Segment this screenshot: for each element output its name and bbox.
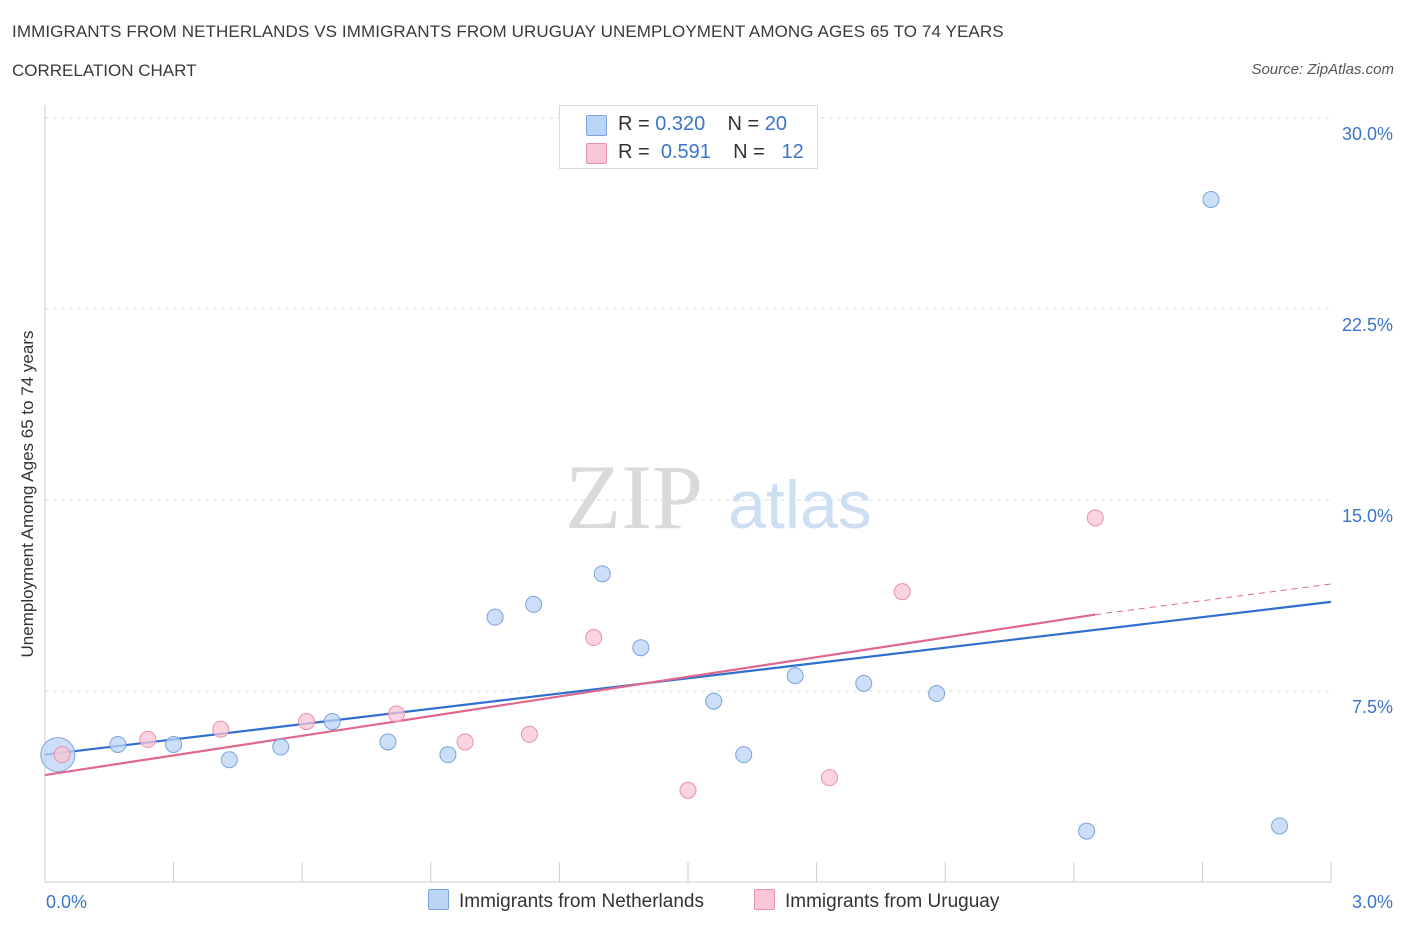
uruguay-legend-label: Immigrants from Uruguay (785, 891, 1000, 912)
tick-label-layer: 7.5% 15.0% 22.5% 30.0% 0.0% 3.0% (46, 124, 1393, 912)
trend-layer (44, 583, 1332, 777)
netherlands-point (632, 639, 650, 657)
uruguay-point (139, 730, 157, 748)
source-label: Source: ZipAtlas.com (1251, 61, 1394, 78)
netherlands-point (165, 735, 183, 753)
y-axis-label: Unemployment Among Ages 65 to 74 years (18, 330, 37, 658)
axis-layer (44, 105, 1332, 883)
netherlands-point (525, 595, 543, 613)
uruguay-trend-extension (1095, 583, 1332, 616)
uruguay-legend-swatch (754, 889, 775, 910)
legend-n-label: N = (727, 113, 765, 135)
uruguay-point (212, 720, 230, 738)
netherlands-swatch (586, 115, 607, 136)
netherlands-point (593, 565, 611, 583)
netherlands-point (272, 738, 290, 756)
netherlands-point (735, 746, 753, 764)
netherlands-point (109, 735, 127, 753)
netherlands-point (1271, 817, 1289, 835)
legend-r-value: 0.591 (660, 141, 711, 163)
netherlands-point (705, 692, 723, 710)
netherlands-point (928, 685, 946, 703)
netherlands-point (323, 713, 341, 731)
netherlands-point (1078, 822, 1096, 840)
uruguay-point (820, 769, 838, 787)
netherlands-trend-line (44, 600, 1332, 756)
chart-subtitle: CORRELATION CHART (12, 61, 197, 80)
y-tick-label: 15.0% (1342, 506, 1393, 526)
uruguay-point (585, 629, 603, 647)
legend-n-label: N = (733, 141, 771, 163)
legend-n-value: 20 (764, 113, 788, 135)
x-tick-label: 0.0% (46, 892, 87, 912)
uruguay-point (297, 713, 315, 731)
legend-r-label: R = (618, 141, 656, 163)
chart-title: IMMIGRANTS FROM NETHERLANDS VS IMMIGRANT… (12, 22, 1004, 41)
legend-item-uruguay: Immigrants from Uruguay (754, 889, 999, 913)
uruguay-point (456, 733, 474, 751)
watermark-atlas: atlas (728, 467, 872, 543)
grid-layer (45, 117, 1331, 692)
point-layer (40, 190, 1289, 840)
netherlands-legend-swatch (428, 889, 449, 910)
uruguay-point (520, 725, 538, 743)
y-tick-label: 7.5% (1352, 697, 1393, 717)
y-tick-label: 30.0% (1342, 124, 1393, 144)
watermark-zip: ZIP (565, 446, 703, 548)
netherlands-point (786, 667, 804, 685)
uruguay-point (388, 705, 406, 723)
uruguay-swatch (586, 143, 607, 164)
netherlands-legend-label: Immigrants from Netherlands (459, 891, 704, 912)
netherlands-point (439, 746, 457, 764)
uruguay-point (1086, 509, 1104, 527)
netherlands-point (486, 608, 504, 626)
uruguay-point (893, 583, 911, 601)
netherlands-point (1202, 190, 1220, 208)
stats-legend: R = 0.320 N = 20 R = 0.591 N = 12 (559, 105, 818, 169)
uruguay-trend-line (44, 613, 1096, 777)
legend-n-value: 12 (781, 141, 804, 163)
watermark: ZIP atlas (565, 446, 872, 548)
x-tick-label: 3.0% (1352, 892, 1393, 912)
uruguay-point (53, 746, 71, 764)
uruguay-point (679, 781, 697, 799)
legend-r-label: R = (618, 113, 656, 135)
legend-item-netherlands: Immigrants from Netherlands (428, 889, 704, 913)
netherlands-point (220, 751, 238, 769)
netherlands-point (855, 674, 873, 692)
y-tick-label: 22.5% (1342, 315, 1393, 335)
netherlands-point (379, 733, 397, 751)
legend-r-value: 0.320 (655, 113, 706, 135)
